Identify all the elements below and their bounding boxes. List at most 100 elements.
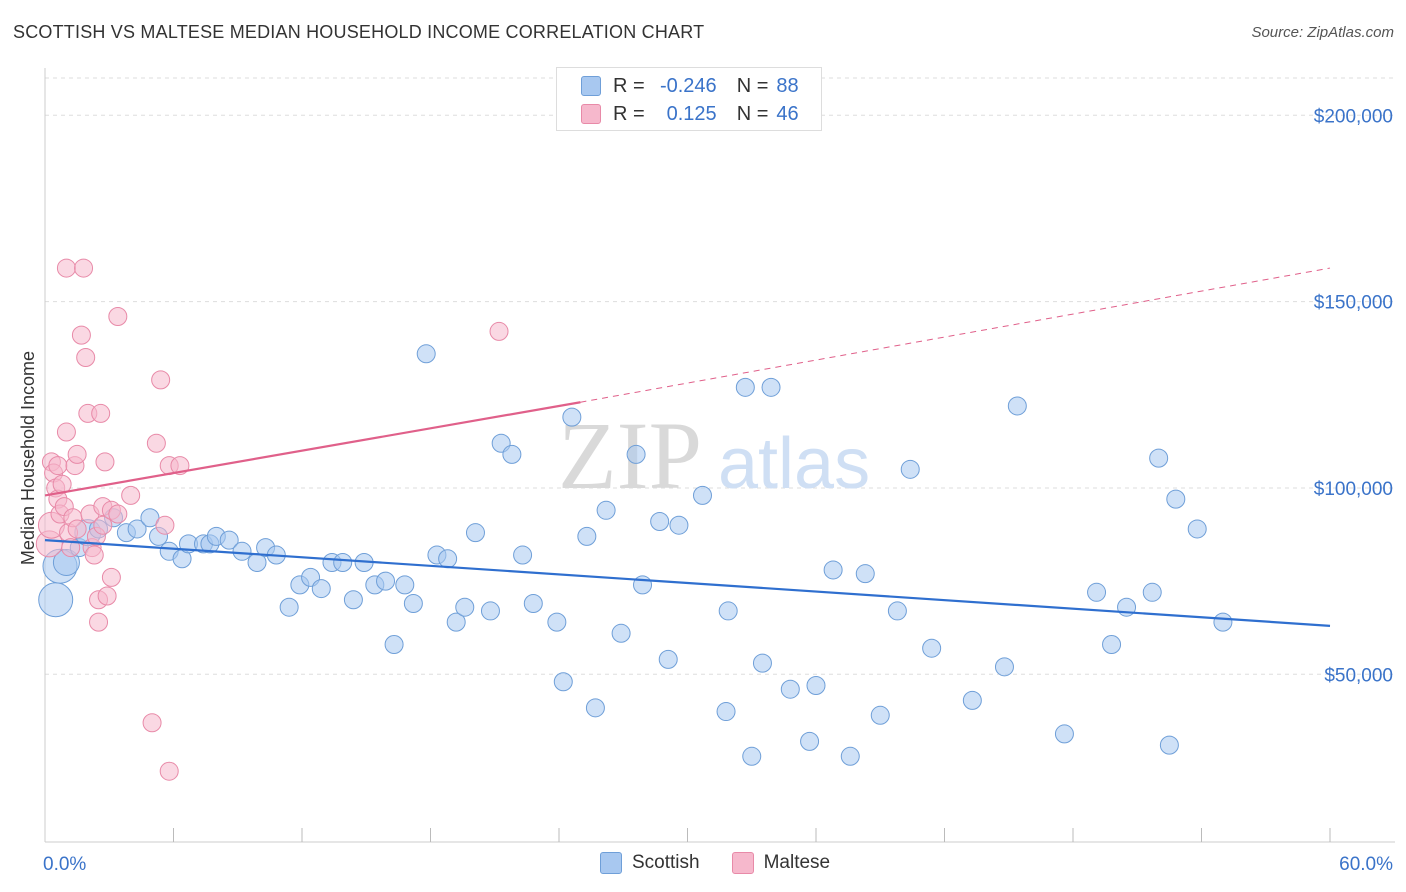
scottish-point (547, 612, 567, 632)
scottish-point (465, 523, 485, 543)
scottish-point (127, 519, 147, 539)
scottish-point (887, 601, 907, 621)
maltese-point (489, 321, 509, 341)
scottish-point (343, 590, 363, 610)
scottish-point (761, 377, 781, 397)
maltese-point (67, 519, 87, 539)
y-tick-label: $150,000 (1314, 293, 1393, 314)
scottish-point (650, 511, 670, 531)
scottish-point (780, 679, 800, 699)
y-tick-label: $100,000 (1314, 479, 1393, 500)
maltese-point (84, 545, 104, 565)
source-credit: Source: ZipAtlas.com (1251, 24, 1394, 41)
maltese-trend-extension (580, 267, 1331, 403)
scottish-point (38, 582, 74, 618)
watermark-atlas: atlas (718, 424, 870, 504)
maltese-points (35, 258, 509, 781)
series-legend: Scottish Maltese (600, 852, 862, 874)
scottish-point (669, 515, 689, 535)
scottish-point (403, 593, 423, 613)
scottish-point (455, 597, 475, 617)
scottish-point (626, 444, 646, 464)
maltese-point (93, 515, 113, 535)
scottish-point (962, 690, 982, 710)
maltese-point (67, 444, 87, 464)
legend-item-scottish[interactable]: Scottish (600, 852, 700, 874)
maltese-point (91, 403, 111, 423)
scottish-point (416, 344, 436, 364)
r-value: -0.246 (659, 74, 717, 97)
maltese-point (108, 307, 128, 327)
scottish-point (1007, 396, 1027, 416)
maltese-point (71, 325, 91, 345)
n-value: 88 (776, 74, 799, 97)
maltese-legend-swatch (731, 852, 754, 874)
r-label: R = (613, 74, 645, 97)
scottish-point (692, 485, 712, 505)
maltese-point (56, 422, 76, 442)
scottish-point (922, 638, 942, 658)
scottish-point (1142, 582, 1162, 602)
scottish-point (718, 601, 738, 621)
scottish-point (279, 597, 299, 617)
r-label: R = (613, 102, 645, 125)
scottish-point (752, 653, 772, 673)
trend-lines (44, 267, 1331, 627)
stats-row-scottish: R = -0.246 N = 88 (581, 74, 799, 98)
scottish-point (585, 698, 605, 718)
scottish-point (1087, 582, 1107, 602)
maltese-point (74, 258, 94, 278)
scottish-point (1102, 634, 1122, 654)
maltese-point (56, 258, 76, 278)
legend-item-maltese[interactable]: Maltese (731, 852, 831, 874)
maltese-point (48, 456, 68, 476)
maltese-point (108, 504, 128, 524)
maltese-point (155, 515, 175, 535)
scottish-point (395, 575, 415, 595)
scottish-point (735, 377, 755, 397)
n-value: 46 (776, 102, 799, 125)
scottish-point (513, 545, 533, 565)
scottish-point (384, 634, 404, 654)
scottish-point (1159, 735, 1179, 755)
maltese-point (146, 433, 166, 453)
legend-label-maltese: Maltese (763, 852, 831, 873)
scottish-point (502, 444, 522, 464)
scottish-legend-swatch (600, 852, 622, 874)
scottish-trend-line (44, 539, 1331, 627)
scottish-point (716, 702, 736, 722)
scottish-point (1213, 612, 1233, 632)
scottish-point (577, 526, 597, 546)
maltese-trend-line (44, 401, 581, 497)
scottish-point (311, 579, 331, 599)
maltese-swatch (581, 104, 601, 124)
y-axis-title: Median Household Income (18, 351, 38, 565)
scottish-point (438, 549, 458, 569)
maltese-point (76, 348, 96, 368)
scottish-points (38, 344, 1233, 766)
maltese-point (101, 567, 121, 587)
scottish-point (900, 459, 920, 479)
scottish-point (840, 746, 860, 766)
scottish-point (742, 746, 762, 766)
scottish-point (140, 508, 160, 528)
scottish-swatch (581, 76, 601, 96)
maltese-point (142, 713, 162, 733)
axis-labels: $50,000 $100,000 $150,000 $200,000 0.0% 60.0%… (18, 106, 1393, 875)
y-tick-label: $200,000 (1314, 106, 1393, 127)
scottish-point (596, 500, 616, 520)
legend-label-scottish: Scottish (632, 852, 700, 873)
scottish-point (1149, 448, 1169, 468)
scottish-point (480, 601, 500, 621)
scottish-point (232, 541, 252, 561)
scottish-point (855, 564, 875, 584)
scottish-point (658, 649, 678, 669)
scottish-point (870, 705, 890, 725)
scottish-point (523, 593, 543, 613)
maltese-point (159, 761, 179, 781)
scottish-point (562, 407, 582, 427)
x-tick-label: 60.0% (1339, 854, 1393, 875)
scottish-point (1054, 724, 1074, 744)
scottish-point (611, 623, 631, 643)
scottish-point (806, 675, 826, 695)
